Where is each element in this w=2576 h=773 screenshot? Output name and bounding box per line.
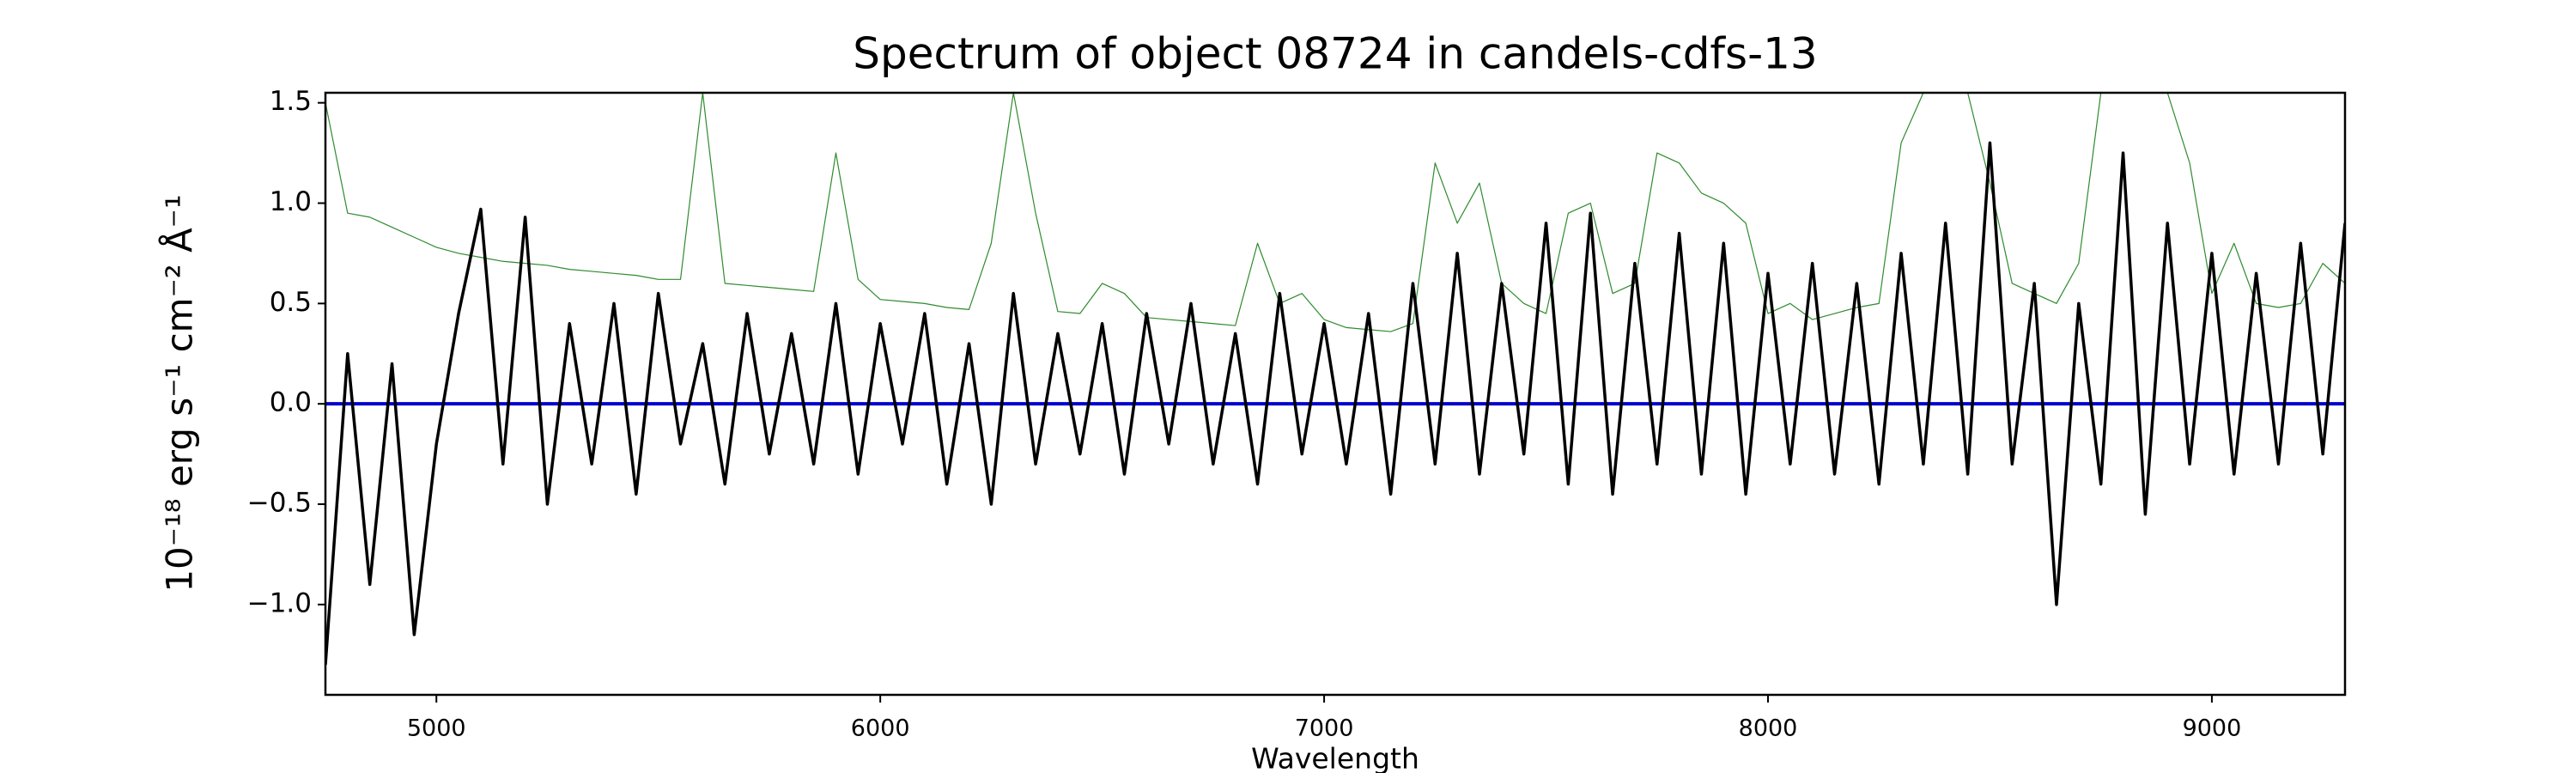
- x-tick-label: 8000: [1739, 715, 1798, 742]
- y-tick-label: 0.5: [270, 287, 312, 318]
- y-tick-label: −1.0: [247, 587, 312, 618]
- y-tick-label: 1.0: [270, 186, 312, 217]
- axes-frame: [324, 91, 2347, 697]
- y-axis-label: 10⁻¹⁸ erg s⁻¹ cm⁻² Å⁻¹: [158, 194, 201, 592]
- x-tick-label: 6000: [851, 715, 910, 742]
- y-tick-label: 1.5: [270, 86, 312, 117]
- series-line: [325, 93, 2345, 332]
- y-tick-label: 0.0: [270, 387, 312, 418]
- chart-title: Spectrum of object 08724 in candels-cdfs…: [853, 29, 1818, 79]
- y-tick-label: −0.5: [247, 488, 312, 519]
- plot-area: [325, 93, 2345, 666]
- x-tick-label: 7000: [1295, 715, 1354, 742]
- x-tick-label: 9000: [2183, 715, 2242, 742]
- series-line: [325, 141, 2345, 666]
- x-tick-label: 5000: [407, 715, 466, 742]
- x-axis-label: Wavelength: [1251, 742, 1419, 773]
